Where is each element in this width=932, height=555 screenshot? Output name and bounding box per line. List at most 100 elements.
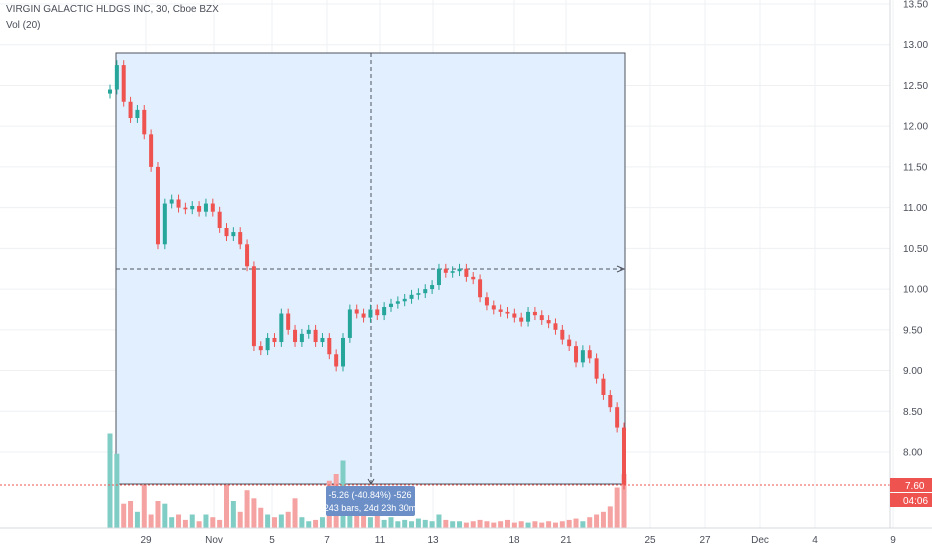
volume-bar [285, 511, 291, 528]
candle-body [114, 65, 119, 90]
volume-bar [511, 522, 517, 528]
candle-body [279, 313, 284, 343]
volume-bar [196, 521, 202, 528]
candle-body [546, 320, 551, 324]
volume-bar [381, 519, 387, 528]
volume-bar [313, 519, 319, 528]
candle-body [176, 199, 181, 208]
candle-body [519, 317, 524, 322]
volume-bar [169, 517, 175, 528]
candle-body [210, 203, 215, 212]
volume-bar [477, 519, 483, 528]
volume-bar [600, 511, 606, 528]
candle-body [203, 203, 208, 212]
time-tick-label: Nov [205, 535, 223, 546]
volume-bar [251, 498, 257, 528]
volume-bar [498, 521, 504, 528]
time-tick-label: 13 [427, 535, 439, 546]
volume-bar [457, 521, 463, 528]
candle-body [293, 329, 298, 343]
volume-bar [587, 517, 593, 528]
volume-bar [422, 519, 428, 528]
volume-bar [162, 503, 168, 528]
last-price-badge [890, 478, 932, 492]
candle-body [484, 297, 489, 306]
candle-body [539, 315, 544, 321]
volume-bar [189, 514, 195, 528]
candle-body [388, 303, 393, 308]
volume-bar [484, 521, 490, 528]
time-axis[interactable]: 29Nov579111318212527Dec49 [140, 535, 896, 546]
volume-bar [203, 514, 209, 528]
volume-bar [367, 517, 373, 528]
candle-body [368, 309, 373, 318]
bar-countdown-value: 04:06 [903, 496, 928, 507]
candle-body [190, 206, 195, 210]
candle-body [128, 101, 133, 119]
volume-bar [546, 521, 552, 528]
candle-body [457, 268, 462, 272]
candle-body [587, 350, 592, 359]
price-axis[interactable]: 13.50 13.00 12.50 12.00 11.50 11.00 10.50 10.00… [903, 0, 928, 459]
price-tick-label: 11.00 [903, 203, 928, 214]
candle-body [430, 285, 435, 290]
candle-body [183, 207, 188, 210]
volume-bar [271, 517, 277, 528]
candle-body [272, 337, 277, 343]
candle-body [580, 350, 585, 363]
candle-body [601, 378, 606, 395]
volume-bar [395, 521, 401, 528]
candle-body [155, 166, 160, 245]
time-tick-label: 21 [560, 535, 572, 546]
candle-body [135, 109, 140, 119]
candle-body [615, 407, 620, 428]
candle-body [217, 211, 222, 228]
measure-tooltip-change: -5.26 (-40.84%) -526 [328, 490, 411, 500]
candle-body [567, 339, 572, 347]
time-tick-label: 25 [644, 535, 656, 546]
price-tick-label: 8.50 [903, 407, 923, 418]
volume-bar [121, 503, 127, 528]
candle-body [108, 89, 112, 94]
volume-bar [134, 511, 140, 528]
volume-bar [182, 519, 188, 528]
time-tick-label: 7 [324, 535, 330, 546]
candle-body [560, 329, 565, 340]
volume-bar [361, 514, 367, 528]
candle-body [464, 268, 469, 277]
volume-bar [230, 501, 236, 528]
candle-body [416, 293, 421, 295]
time-tick-label: 27 [699, 535, 711, 546]
volume-indicator-label[interactable]: Vol (20) [6, 20, 41, 31]
candle-body [402, 298, 407, 302]
measure-arrow-down-icon [367, 478, 375, 485]
candle-body [395, 301, 400, 304]
candle-body [347, 309, 352, 338]
symbol-title[interactable]: VIRGIN GALACTIC HLDGS INC, 30, Cboe BZX [6, 4, 219, 15]
volume-bar [265, 514, 271, 528]
time-tick-label: 11 [375, 535, 386, 546]
candle-body [505, 311, 510, 314]
candle-body [231, 232, 236, 237]
time-tick-label: 9 [890, 535, 896, 546]
candle-body [574, 346, 579, 363]
price-tick-label: 12.00 [903, 122, 928, 133]
volume-bar [299, 517, 305, 528]
volume-bar [415, 518, 421, 528]
candle-body [471, 276, 476, 280]
candle-body [361, 313, 366, 318]
volume-bar [532, 521, 538, 528]
price-tick-label: 8.00 [903, 448, 923, 459]
candle-body [512, 313, 517, 318]
bar-countdown-badge [890, 493, 932, 507]
volume-bar [155, 501, 161, 528]
volume-bar [237, 511, 243, 528]
volume-bar [450, 521, 456, 528]
price-tick-label: 10.00 [903, 285, 928, 296]
volume-bar [244, 490, 250, 528]
candle-body [149, 134, 154, 167]
time-tick-label: 18 [508, 535, 520, 546]
volume-bar [429, 521, 435, 528]
